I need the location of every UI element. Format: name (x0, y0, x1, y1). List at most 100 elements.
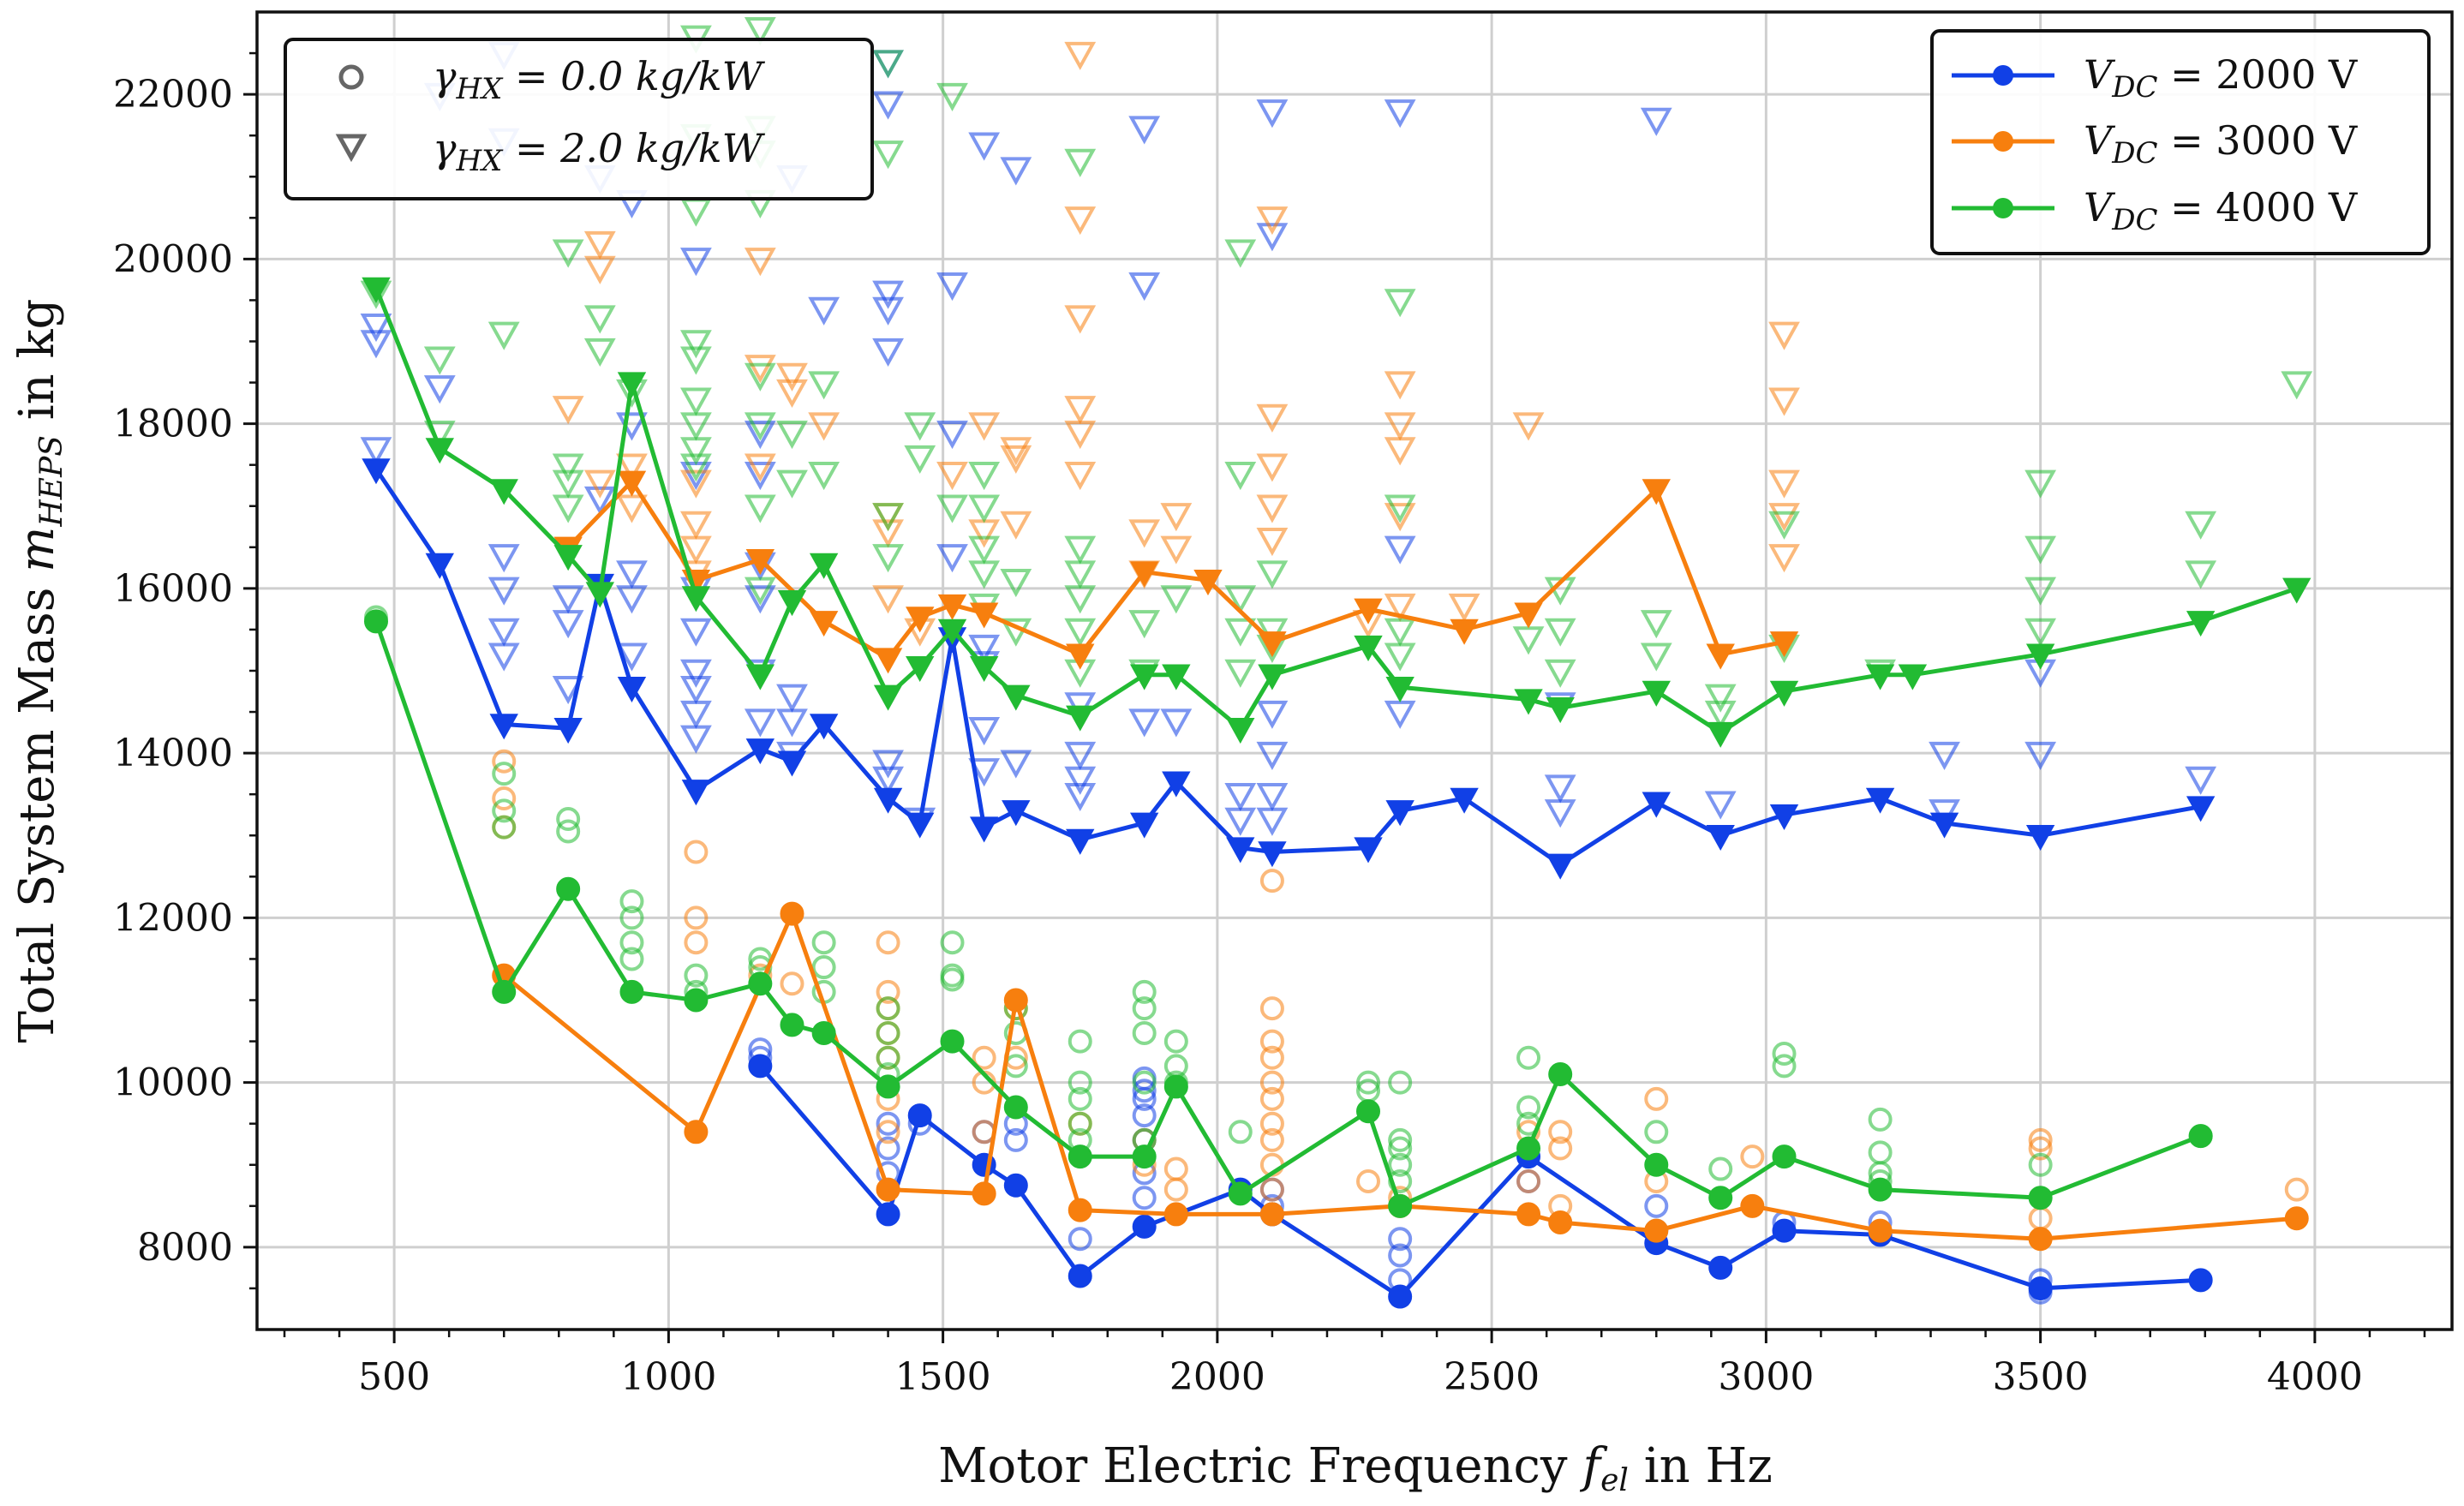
scatter-4000v-circle-point (1228, 1120, 1253, 1144)
scatter-2000v-triangle-point (808, 296, 840, 326)
legend-3000v-subscript: DC (2111, 136, 2157, 170)
scatter-4000v-circle-point (684, 963, 709, 988)
scatter-4000v-triangle-point (1640, 610, 1672, 639)
scatter-4000v-triangle-point (1512, 626, 1545, 655)
pareto-4000v-triangle-point (1514, 689, 1543, 715)
scatter-2000v-circle-point (1003, 1127, 1028, 1152)
scatter-3000v-triangle-point (936, 462, 968, 491)
pareto-2000v-circle-point (2188, 1268, 2213, 1293)
scatter-4000v-triangle-point (2185, 511, 2217, 540)
pareto-4000v-triangle-point (2282, 577, 2311, 604)
pareto-4000v-triangle-point (745, 664, 775, 690)
scatter-4000v-circle-point (1772, 1054, 1797, 1079)
scatter-3000v-circle-point (1644, 1086, 1669, 1111)
legend-3000v-symbol: V (2084, 117, 2116, 164)
scatter-3000v-triangle-point (680, 535, 712, 565)
scatter-4000v-triangle-point (1064, 148, 1097, 177)
scatter-2000v-triangle-point (487, 642, 520, 672)
scatter-3000v-triangle-point (1064, 396, 1097, 425)
pareto-3000v-triangle-point (1066, 643, 1095, 670)
pareto-2000v-triangle-point (1865, 787, 1895, 814)
scatter-2000v-triangle-point (1128, 272, 1161, 302)
scatter-4000v-triangle-point (744, 412, 776, 441)
scatter-3000v-circle-point (1259, 1177, 1284, 1202)
pareto-3000v-circle-point (2284, 1206, 2309, 1231)
pareto-3000v-circle-point (1516, 1202, 1541, 1227)
scatter-3000v-triangle-point (1768, 387, 1800, 416)
scatter-3000v-triangle-point (744, 355, 776, 384)
scatter-4000v-circle-point (1388, 1070, 1413, 1095)
scatter-3000v-triangle-point (680, 469, 712, 499)
scatter-2000v-triangle-point (487, 577, 520, 606)
pareto-4000v-triangle-point (1258, 664, 1287, 690)
scatter-4000v-circle-point (556, 819, 581, 844)
pareto-4000v-triangle-point (1162, 664, 1191, 690)
scatter-4000v-triangle-point (1224, 239, 1257, 268)
scatter-3000v-triangle-point (1768, 503, 1800, 532)
scatter-4000v-triangle-point (1064, 560, 1097, 589)
pareto-4000v-circle-point (619, 979, 644, 1004)
pareto-4000v-triangle-point (777, 590, 807, 617)
scatter-2000v-triangle-point (1256, 99, 1289, 128)
scatter-3000v-triangle-point (1064, 462, 1097, 491)
pareto-3000v-triangle-point (1514, 602, 1543, 629)
scatter-4000v-circle-point (2028, 1152, 2053, 1177)
scatter-2000v-triangle-point (744, 708, 776, 738)
pareto-3000v-triangle-point (1642, 479, 1671, 505)
scatter-4000v-circle-point (1068, 1111, 1092, 1136)
scatter-3000v-triangle-point (1384, 503, 1416, 532)
scatter-2000v-triangle-point (2185, 766, 2217, 795)
scatter-4000v-triangle-point (1064, 535, 1097, 565)
legend-gamma-2-symbol: γ (433, 125, 457, 171)
x-tick-label: 2000 (1169, 1355, 1265, 1399)
scatter-4000v-triangle-point (872, 140, 904, 170)
pareto-4000v-circle-point (2028, 1186, 2053, 1210)
legend-3000v-marker (1993, 131, 2013, 152)
scatter-4000v-circle-point (1132, 996, 1157, 1021)
scatter-3000v-triangle-point (1064, 420, 1097, 450)
pareto-4000v-triangle-point (1385, 676, 1414, 703)
x-tick-label: 2500 (1444, 1355, 1540, 1399)
scatter-3000v-triangle-point (583, 469, 616, 499)
legend-gamma-0: γHX = 0.0 kg/kW (433, 53, 766, 106)
pareto-2000v-circle-point (1132, 1214, 1157, 1239)
pareto-4000v-circle-point (1772, 1144, 1797, 1169)
legend-gamma-0-rest: = 0.0 kg/kW (502, 53, 765, 99)
pareto-4000v-triangle-point (937, 619, 967, 645)
scatter-4000v-triangle-point (1544, 618, 1576, 647)
scatter-2000v-triangle-point (936, 420, 968, 450)
scatter-4000v-circle-point (1388, 1152, 1413, 1177)
pareto-2000v-circle-point (1388, 1284, 1413, 1309)
scatter-4000v-triangle-point (2281, 371, 2313, 400)
pareto-4000v-triangle-point (585, 582, 615, 608)
pareto-4000v-circle-point (1356, 1099, 1381, 1124)
scatter-4000v-triangle-point (744, 16, 776, 46)
scatter-3000v-circle-point (876, 1120, 900, 1144)
scatter-4000v-triangle-point (552, 239, 584, 268)
scatter-3000v-circle-point (1259, 1029, 1284, 1054)
pareto-3000v-circle-point (684, 1120, 709, 1144)
pareto-4000v-circle-point (811, 1020, 836, 1045)
x-tick-label: 1500 (895, 1355, 991, 1399)
scatter-3000v-circle-point (684, 840, 709, 864)
legend-4000v-marker (1993, 198, 2013, 218)
pareto-2000v-triangle-point (2025, 825, 2055, 852)
scatter-2000v-triangle-point (680, 725, 712, 754)
scatter-3000v-triangle-point (968, 519, 1001, 548)
scatter-2000v-triangle-point (744, 420, 776, 450)
scatter-2000v-triangle-point (1064, 766, 1097, 795)
pareto-4000v-triangle-point (1129, 664, 1159, 690)
scatter-2000v-triangle-point (1256, 223, 1289, 252)
scatter-4000v-triangle-point (744, 362, 776, 391)
scatter-3000v-circle-point (1259, 869, 1284, 893)
y-tick-label: 12000 (113, 896, 233, 940)
scatter-4000v-circle-point (492, 815, 517, 840)
scatter-3000v-triangle-point (1128, 519, 1161, 548)
scatter-4000v-triangle-point (1224, 462, 1257, 491)
scatter-2000v-circle-point (1132, 1186, 1157, 1210)
scatter-4000v-triangle-point (1160, 585, 1193, 614)
scatter-4000v-circle-point (876, 996, 900, 1021)
pareto-line-4000v-triangle (374, 287, 2298, 735)
scatter-4000v-circle-point (1132, 979, 1157, 1004)
